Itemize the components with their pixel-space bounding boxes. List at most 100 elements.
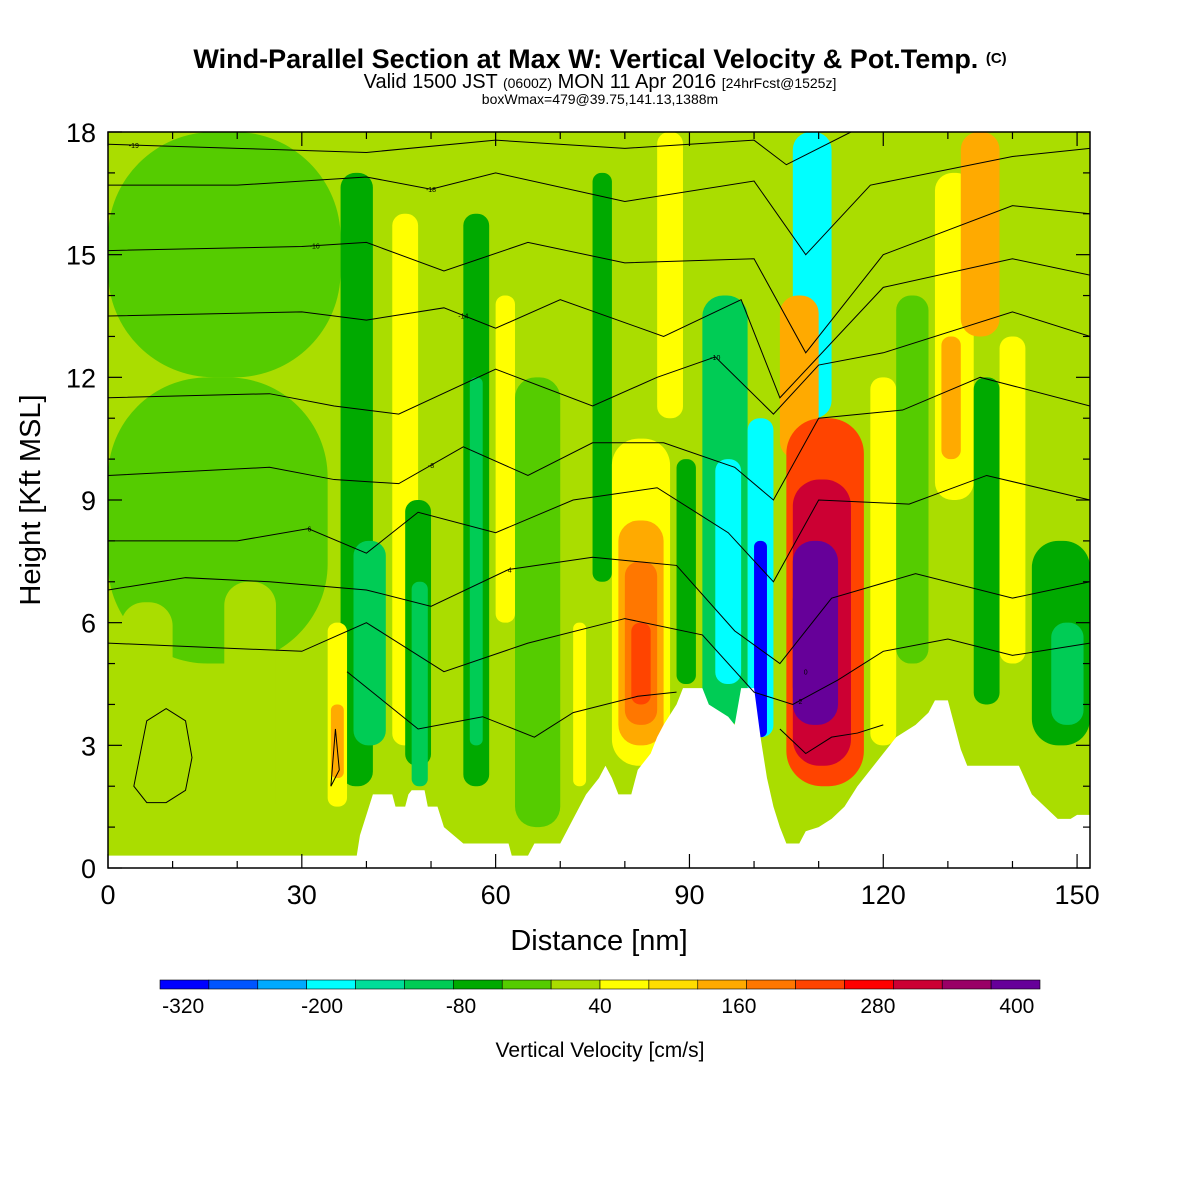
- colorbar-swatch: [599, 979, 650, 990]
- colorbar-swatch: [550, 979, 601, 990]
- x-tick-label: 60: [481, 880, 511, 910]
- colorbar-swatch: [844, 979, 894, 990]
- colorbar-swatch: [404, 979, 454, 990]
- colorbar-swatch: [941, 979, 992, 990]
- contour-label: -19: [129, 143, 139, 150]
- velocity-region: [330, 704, 344, 779]
- velocity-region: [792, 581, 832, 705]
- velocity-region: [973, 377, 1000, 705]
- velocity-region: [631, 622, 651, 705]
- valid-date: MON 11 Apr 2016: [557, 71, 717, 93]
- y-tick-label: 12: [66, 363, 96, 393]
- colorbar-swatch: [306, 979, 356, 990]
- y-tick-label: 18: [66, 118, 96, 148]
- colorbar-swatch: [159, 979, 210, 990]
- x-axis-title: Distance [nm]: [510, 925, 687, 957]
- velocity-region: [657, 132, 683, 419]
- colorbar-tick-label: -320: [162, 995, 204, 1018]
- x-tick-label: 90: [674, 880, 704, 910]
- y-tick-label: 9: [81, 486, 96, 516]
- velocity-region: [353, 540, 386, 746]
- colorbar-swatch: [990, 979, 1041, 990]
- chart-title-main: Wind-Parallel Section at Max W: Vertical…: [193, 44, 979, 74]
- y-tick-label: 3: [81, 731, 96, 761]
- contour-label: -6: [305, 527, 311, 534]
- velocity-region: [469, 377, 483, 746]
- velocity-region: [754, 540, 767, 738]
- x-tick-label: 0: [100, 880, 115, 910]
- theta-contour-closed: [330, 728, 340, 787]
- velocity-region: [715, 459, 742, 684]
- contour-label: 0: [804, 670, 808, 677]
- velocity-region: [515, 377, 561, 828]
- y-axis: 0 3 6 9 12 15 18: [66, 118, 1090, 884]
- theta-contour: [108, 376, 1090, 501]
- y-tick-label: 6: [81, 609, 96, 639]
- contour-label: -16: [310, 244, 320, 251]
- velocity-region: [870, 377, 897, 746]
- velocity-region: [896, 295, 929, 664]
- colorbar-swatch: [257, 979, 307, 990]
- theta-contour: [779, 724, 884, 755]
- contour-label: -4: [505, 568, 511, 575]
- velocity-region: [411, 581, 428, 787]
- valid-utc: (0600Z): [502, 75, 553, 91]
- velocity-region: [941, 336, 961, 460]
- colorbar-swatch: [355, 979, 405, 990]
- colorbar-tick-label: 160: [721, 995, 756, 1018]
- colorbar: -320 -200 -80 40 160 280 400: [159, 979, 1041, 1018]
- forecast-info: [24hrFcst@1525z]: [721, 75, 837, 91]
- contour-label: -14: [458, 313, 468, 320]
- theta-contour: [108, 474, 1090, 583]
- contour-label: -18: [426, 187, 436, 194]
- x-tick-label: 30: [287, 880, 317, 910]
- colorbar-swatch: [648, 979, 699, 990]
- velocity-region: [573, 622, 587, 787]
- theta-contour: [108, 258, 1090, 399]
- chart-title: Wind-Parallel Section at Max W: Vertical…: [0, 44, 1200, 75]
- y-tick-label: 0: [81, 854, 96, 884]
- velocity-region: [495, 295, 516, 623]
- chart-subtitle: Valid 1500 JST (0600Z) MON 11 Apr 2016 […: [0, 71, 1200, 94]
- colorbar-swatch: [893, 979, 943, 990]
- colorbar-title: Vertical Velocity [cm/s]: [496, 1039, 705, 1062]
- colorbar-tick-label: 400: [999, 995, 1034, 1018]
- velocity-region: [1051, 622, 1084, 725]
- x-tick-label: 150: [1055, 880, 1100, 910]
- theta-contour: [108, 618, 1090, 705]
- theta-contour: [346, 671, 677, 738]
- y-axis-title: Height [Kft MSL]: [15, 394, 47, 605]
- contour-label: -8: [428, 463, 434, 470]
- velocity-region: [592, 172, 612, 582]
- colorbar-tick-label: 280: [860, 995, 895, 1018]
- box-wmax-info: boxWmax=479@39.75,141.13,1388m: [481, 91, 719, 107]
- plot-area: -19 -18 -16 -14 -10 -8 -6 -4 -2 0: [108, 132, 1090, 868]
- terrain: [108, 688, 1090, 868]
- velocity-region: [999, 336, 1026, 664]
- velocity-region: [108, 132, 341, 378]
- theta-contour: [108, 205, 1090, 354]
- velocity-region: [960, 132, 1000, 337]
- colorbar-swatch: [501, 979, 552, 990]
- velocity-region: [676, 459, 696, 684]
- colorbar-swatch: [795, 979, 845, 990]
- theta-contour-closed: [133, 707, 193, 804]
- colorbar-tick-label: -80: [446, 995, 476, 1018]
- valid-prefix: Valid 1500 JST: [363, 71, 498, 93]
- contour-label: -10: [710, 355, 720, 362]
- copyright-mark: (C): [985, 50, 1007, 67]
- y-tick-label: 15: [66, 241, 96, 271]
- x-tick-label: 120: [861, 880, 906, 910]
- theta-contour: [108, 311, 1090, 415]
- colorbar-tick-label: -200: [301, 995, 343, 1018]
- theta-contour: [108, 147, 1090, 256]
- colorbar-swatch: [453, 979, 503, 990]
- x-axis: 0 30 60 90 120 150: [100, 132, 1100, 910]
- contour-label: -2: [796, 699, 802, 706]
- colorbar-swatch: [208, 979, 259, 990]
- velocity-region: [224, 581, 276, 828]
- theta-contour: [108, 132, 852, 166]
- theta-contour: [108, 556, 1090, 665]
- colorbar-swatch: [697, 979, 747, 990]
- colorbar-swatch: [746, 979, 796, 990]
